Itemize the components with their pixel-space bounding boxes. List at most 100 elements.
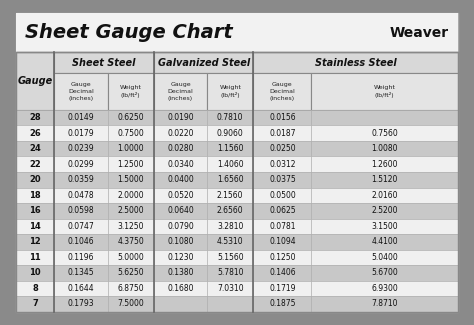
Text: 0.0375: 0.0375 (269, 175, 296, 184)
Bar (254, 234, 311, 250)
Text: 2.0160: 2.0160 (372, 191, 398, 200)
Text: Galvanized Steel: Galvanized Steel (157, 58, 250, 68)
Text: 1.1560: 1.1560 (217, 144, 244, 153)
Text: Weight
(lb/ft²): Weight (lb/ft²) (120, 85, 142, 98)
Text: 3.2810: 3.2810 (217, 222, 244, 231)
Text: 16: 16 (29, 206, 41, 215)
Text: 6.9300: 6.9300 (372, 284, 398, 293)
Bar (108, 265, 154, 281)
Bar (55, 203, 108, 219)
Text: 0.0179: 0.0179 (68, 129, 94, 138)
Text: 0.1250: 0.1250 (269, 253, 296, 262)
Bar (207, 203, 254, 219)
Bar (108, 125, 154, 141)
Text: 3.1250: 3.1250 (118, 222, 144, 231)
Bar (154, 296, 207, 312)
Bar (16, 265, 55, 281)
Text: 1.2500: 1.2500 (118, 160, 144, 169)
Text: 0.1230: 0.1230 (167, 253, 194, 262)
Text: 0.0598: 0.0598 (68, 206, 94, 215)
Text: 18: 18 (29, 191, 41, 200)
Bar (16, 110, 55, 125)
Bar (311, 203, 458, 219)
Text: 1.0000: 1.0000 (118, 144, 144, 153)
Bar (108, 188, 154, 203)
Bar (207, 172, 254, 188)
Bar (16, 250, 55, 265)
Bar (55, 281, 108, 296)
Text: 22: 22 (29, 160, 41, 169)
Bar (55, 219, 108, 234)
Text: 0.9060: 0.9060 (217, 129, 244, 138)
Text: 4.5310: 4.5310 (217, 237, 244, 246)
Bar (154, 125, 207, 141)
Text: 7.0310: 7.0310 (217, 284, 244, 293)
Bar (108, 234, 154, 250)
Text: Stainless Steel: Stainless Steel (315, 58, 397, 68)
Text: 0.0359: 0.0359 (68, 175, 94, 184)
Bar (254, 73, 311, 110)
Text: Gauge: Gauge (18, 76, 53, 86)
Text: 5.6700: 5.6700 (372, 268, 398, 278)
Bar (16, 234, 55, 250)
Text: 0.0239: 0.0239 (68, 144, 94, 153)
Bar (55, 188, 108, 203)
Text: 14: 14 (29, 222, 41, 231)
Bar (207, 250, 254, 265)
Bar (311, 219, 458, 234)
Text: 0.0149: 0.0149 (68, 113, 94, 122)
Text: 1.6560: 1.6560 (217, 175, 244, 184)
Text: 4.3750: 4.3750 (118, 237, 144, 246)
Bar (154, 265, 207, 281)
Text: 12: 12 (29, 237, 41, 246)
Text: 24: 24 (29, 144, 41, 153)
Bar (154, 73, 207, 110)
Text: 0.0187: 0.0187 (269, 129, 296, 138)
Bar (207, 296, 254, 312)
Bar (207, 188, 254, 203)
Text: 20: 20 (29, 175, 41, 184)
Bar (16, 188, 55, 203)
Bar (254, 219, 311, 234)
Text: Gauge
Decimal
(inches): Gauge Decimal (inches) (270, 83, 295, 101)
Text: 0.0625: 0.0625 (269, 206, 296, 215)
Bar (16, 172, 55, 188)
Text: 11: 11 (29, 253, 41, 262)
Bar (108, 296, 154, 312)
Text: 1.4060: 1.4060 (217, 160, 244, 169)
Bar (254, 203, 311, 219)
Bar (154, 250, 207, 265)
Text: 0.1080: 0.1080 (167, 237, 194, 246)
Bar (207, 141, 254, 156)
Bar (108, 250, 154, 265)
Text: 0.0520: 0.0520 (167, 191, 194, 200)
Text: Sheet Gauge Chart: Sheet Gauge Chart (26, 23, 233, 42)
Bar (207, 73, 254, 110)
Bar (311, 234, 458, 250)
Bar (154, 141, 207, 156)
Text: 2.5200: 2.5200 (372, 206, 398, 215)
Bar (108, 110, 154, 125)
Text: 0.1094: 0.1094 (269, 237, 296, 246)
Bar (254, 172, 311, 188)
Bar (16, 281, 55, 296)
Text: 0.0280: 0.0280 (167, 144, 194, 153)
Text: 2.1560: 2.1560 (217, 191, 244, 200)
Bar (154, 110, 207, 125)
Bar (207, 234, 254, 250)
Bar (108, 73, 154, 110)
Bar (16, 52, 458, 312)
Text: 0.0190: 0.0190 (167, 113, 194, 122)
Bar (311, 156, 458, 172)
Bar (55, 156, 108, 172)
Bar (55, 73, 108, 110)
Text: 0.0220: 0.0220 (167, 129, 194, 138)
Text: 0.0640: 0.0640 (167, 206, 194, 215)
Text: 0.6250: 0.6250 (118, 113, 144, 122)
Text: 0.0500: 0.0500 (269, 191, 296, 200)
Text: 0.0156: 0.0156 (269, 113, 296, 122)
Bar (108, 172, 154, 188)
Text: 0.0790: 0.0790 (167, 222, 194, 231)
Bar (207, 156, 254, 172)
Text: 10: 10 (29, 268, 41, 278)
